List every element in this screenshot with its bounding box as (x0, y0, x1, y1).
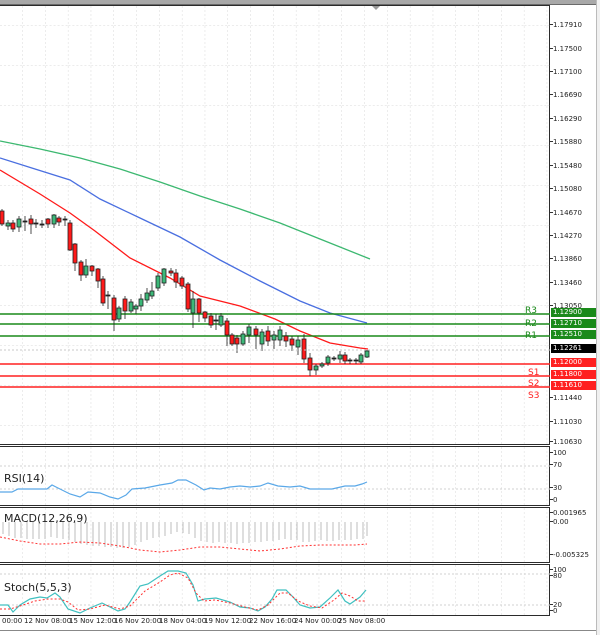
r2-price-badge: 1.12710 (551, 319, 598, 328)
macd-tick: 0.001965 (549, 509, 587, 517)
price-tick: 1.17500 (550, 45, 582, 53)
s3-price-badge: 1.11610 (551, 381, 598, 390)
time-label: 25 Nov 08:00 (338, 617, 386, 625)
time-label: 12 Nov 08:00 (24, 617, 72, 625)
time-label: 18 Nov 04:00 (159, 617, 207, 625)
s1-price-badge: 1.12000 (551, 358, 598, 367)
price-tick: 1.11030 (550, 418, 582, 426)
macd-tick: -0.005325 (550, 551, 589, 559)
candles (0, 209, 370, 376)
price-chart-canvas (0, 6, 550, 446)
time-label: 00:00 (2, 617, 23, 625)
stoch-pane[interactable]: Stoch(5,5,3) (0, 564, 550, 617)
stoch-tick: 80 (550, 572, 562, 580)
rsi-pane[interactable]: RSI(14) (0, 446, 550, 507)
ma-slow-line (0, 140, 371, 260)
price-tick: 1.10630 (550, 438, 582, 446)
rsi-line (0, 479, 368, 500)
r2-label: R2 (525, 319, 537, 329)
rsi-tick: 70 (550, 461, 562, 469)
stoch-label: Stoch(5,5,3) (4, 581, 72, 594)
time-label: 22 Nov 16:00 (249, 617, 297, 625)
price-tick: 1.11440 (550, 394, 582, 402)
r1-price-badge: 1.12510 (551, 330, 598, 339)
time-axis: 00:00 12 Nov 08:00 15 Nov 12:00 16 Nov 2… (0, 617, 600, 628)
stoch-tick: 20 (550, 601, 562, 609)
r3-price-badge: 1.12900 (551, 308, 598, 317)
stoch-axis: 100 80 20 0 (549, 564, 600, 616)
rsi-tick: 30 (550, 484, 562, 492)
macd-canvas (0, 508, 550, 564)
price-tick: 1.16290 (550, 115, 582, 123)
s2-price-badge: 1.11800 (551, 370, 598, 379)
macd-label: MACD(12,26,9) (4, 512, 88, 525)
price-tick: 1.15880 (550, 138, 582, 146)
price-tick: 1.13460 (550, 279, 582, 287)
time-label: 15 Nov 12:00 (69, 617, 117, 625)
r1-label: R1 (525, 331, 537, 341)
price-tick: 1.15080 (550, 185, 582, 193)
price-tick: 1.17100 (550, 68, 582, 76)
macd-axis: 0.001965 0.00 -0.005325 (549, 507, 600, 563)
ma-fast-line (0, 169, 369, 350)
time-label: 16 Nov 20:00 (114, 617, 162, 625)
s3-label: S3 (528, 391, 540, 401)
stoch-d-line (0, 572, 366, 611)
macd-histogram (2, 522, 368, 548)
time-label: 19 Nov 12:00 (204, 617, 252, 625)
price-tick: 1.13860 (550, 255, 582, 263)
price-tick: 1.16690 (550, 91, 582, 99)
time-label: 24 Nov 00:00 (294, 617, 342, 625)
rsi-tick: 100 (549, 449, 567, 457)
ma-mid-line (0, 157, 368, 324)
right-edge-scrollbar[interactable] (596, 0, 600, 635)
s1-label: S1 (528, 368, 540, 378)
stoch-k-line (0, 570, 367, 614)
rsi-tick: 0 (549, 496, 558, 504)
price-pane[interactable]: R3 R2 R1 S1 S2 S3 (0, 5, 550, 446)
current-price-badge: 1.12261 (551, 344, 598, 353)
price-axis[interactable]: 1.17910 1.17500 1.17100 1.16690 1.16290 … (550, 5, 600, 446)
macd-tick: 0.00 (550, 518, 569, 526)
s2-label: S2 (528, 379, 540, 389)
price-tick: 1.13050 (550, 302, 582, 310)
price-tick: 1.17910 (550, 21, 582, 29)
rsi-canvas (0, 447, 550, 507)
price-tick: 1.15480 (550, 162, 582, 170)
stoch-canvas (0, 565, 550, 617)
price-tick: 1.14670 (550, 209, 582, 217)
shift-marker-icon (372, 6, 380, 10)
price-tick: 1.14270 (550, 232, 582, 240)
stoch-tick: 0 (549, 607, 558, 615)
rsi-axis: 100 70 30 0 (549, 446, 600, 506)
stoch-tick: 100 (549, 566, 567, 574)
window-bottom-border (0, 630, 600, 636)
macd-pane[interactable]: MACD(12,26,9) (0, 507, 550, 564)
rsi-label: RSI(14) (4, 472, 45, 485)
r3-label: R3 (525, 306, 537, 316)
window-top-border (0, 0, 600, 5)
